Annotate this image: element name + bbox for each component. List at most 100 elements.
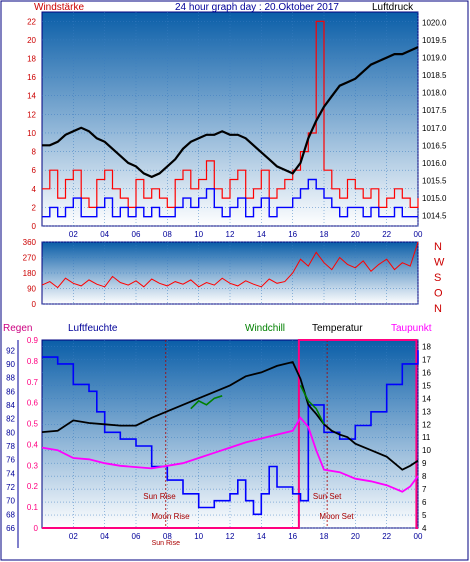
direction-y-tick: 270 xyxy=(23,254,37,263)
humidity-y-tick: 72 xyxy=(6,483,15,492)
direction-compass-label: S xyxy=(434,272,441,284)
sun-set-annotation: Sun Set xyxy=(313,492,342,501)
humidity-y-tick: 92 xyxy=(6,346,15,355)
temp-y-tick: 14 xyxy=(422,394,431,403)
wind-y-tick: 6 xyxy=(32,166,37,175)
pressure-y-tick: 1017.0 xyxy=(422,124,447,133)
wind-speed-label: Windstärke xyxy=(34,2,84,13)
temp-y-tick: 6 xyxy=(422,498,427,507)
wind-pressure-x-tick: 10 xyxy=(194,230,203,239)
temp-y-tick: 18 xyxy=(422,342,431,351)
temp-y-tick: 9 xyxy=(422,459,427,468)
humidity-y-tick: 68 xyxy=(6,510,15,519)
wind-y-tick: 2 xyxy=(32,203,37,212)
pressure-y-tick: 1016.5 xyxy=(422,141,447,150)
rain-y-tick: 0.2 xyxy=(27,482,39,491)
wind-pressure-x-tick: 14 xyxy=(257,230,266,239)
rain-y-tick: 0.6 xyxy=(27,399,39,408)
pressure-y-tick: 1015.5 xyxy=(422,176,447,185)
direction-y-tick: 0 xyxy=(32,300,37,309)
rain-y-tick: 0.7 xyxy=(27,378,39,387)
direction-y-tick: 90 xyxy=(27,285,36,294)
wind-avg-series xyxy=(42,178,418,218)
wind-y-tick: 20 xyxy=(27,36,36,45)
humidity-y-tick: 66 xyxy=(6,524,15,533)
temp-y-tick: 5 xyxy=(422,511,427,520)
pressure-series xyxy=(42,46,419,179)
wind-pressure-x-tick: 22 xyxy=(382,230,391,239)
temperature-x-tick: 00 xyxy=(414,532,423,541)
direction-compass-label: N xyxy=(434,303,442,315)
temp-y-tick: 13 xyxy=(422,407,431,416)
wind-y-tick: 0 xyxy=(32,222,37,231)
pressure-y-tick: 1016.0 xyxy=(422,159,447,168)
wind-y-tick: 16 xyxy=(27,73,36,82)
temp-y-tick: 10 xyxy=(422,446,431,455)
rain-y-tick: 0.4 xyxy=(27,440,39,449)
rain-label: Regen xyxy=(3,323,32,334)
windchill-series xyxy=(190,395,223,410)
dewpoint-label: Taupunkt xyxy=(391,323,432,334)
wind-pressure-x-tick: 04 xyxy=(100,230,109,239)
rain-y-tick: 0 xyxy=(34,524,39,533)
temperature-x-tick: 22 xyxy=(382,532,391,541)
moon-set-annotation: Moon Set xyxy=(319,512,354,521)
humidity-y-tick: 88 xyxy=(6,374,15,383)
temperature-x-tick: 02 xyxy=(69,532,78,541)
chart-title: 24 hour graph day : 20.Oktober 2017 xyxy=(175,2,339,13)
sun-rise-bottom-marker: Sun Rise xyxy=(152,540,181,547)
rain-y-tick: 0.5 xyxy=(27,420,39,429)
wind-pressure-x-tick: 12 xyxy=(226,230,235,239)
temperature-x-tick: 06 xyxy=(132,532,141,541)
temperature-x-tick: 12 xyxy=(226,532,235,541)
temperature-x-tick: 08 xyxy=(163,532,172,541)
temp-y-tick: 8 xyxy=(422,472,427,481)
wind-gust-series xyxy=(42,20,419,208)
temperature-x-tick: 14 xyxy=(257,532,266,541)
temperature-series xyxy=(41,360,419,471)
direction-compass-label: W xyxy=(434,257,445,269)
windchill-series-evening xyxy=(299,385,325,425)
chart-marks: 02 04 06 08 10 12 14 16 18 20 22 000246810121416182… xyxy=(6,12,447,548)
pressure-y-tick: 1017.5 xyxy=(422,106,447,115)
dewpoint-series xyxy=(41,416,419,493)
humidity-y-tick: 78 xyxy=(6,442,15,451)
rain-series xyxy=(42,339,418,529)
humidity-y-tick: 84 xyxy=(6,401,15,410)
wind-pressure-x-tick: 02 xyxy=(69,230,78,239)
wind-pressure-x-tick: 08 xyxy=(163,230,172,239)
wind-pressure-x-tick: 00 xyxy=(414,230,423,239)
humidity-y-tick: 80 xyxy=(6,428,15,437)
wind-y-tick: 18 xyxy=(27,55,36,64)
humidity-y-tick: 86 xyxy=(6,387,15,396)
temp-y-tick: 11 xyxy=(422,433,431,442)
temperature-x-tick: 16 xyxy=(288,532,297,541)
direction-compass-label: O xyxy=(434,288,443,300)
rain-y-tick: 0.8 xyxy=(27,357,39,366)
wind-y-tick: 14 xyxy=(27,92,36,101)
moon-rise-annotation: Moon Rise xyxy=(151,512,190,521)
wind-pressure-x-tick: 20 xyxy=(351,230,360,239)
wind-y-tick: 8 xyxy=(32,148,37,157)
humidity-y-tick: 90 xyxy=(6,360,15,369)
rain-y-tick: 0.9 xyxy=(27,336,39,345)
temp-y-tick: 17 xyxy=(422,355,431,364)
direction-compass-label: N xyxy=(434,241,442,253)
direction-y-tick: 180 xyxy=(23,269,37,278)
humidity-y-tick: 70 xyxy=(6,497,15,506)
pressure-y-tick: 1019.0 xyxy=(422,54,447,63)
wind-y-tick: 22 xyxy=(27,17,36,26)
temp-y-tick: 15 xyxy=(422,381,431,390)
wind-y-tick: 4 xyxy=(32,185,37,194)
pressure-y-tick: 1015.0 xyxy=(422,194,447,203)
sun-rise-annotation: Sun Rise xyxy=(143,492,176,501)
pressure-y-tick: 1019.5 xyxy=(422,36,447,45)
temperature-label: Temperatur xyxy=(312,323,363,334)
wind-pressure-x-tick: 18 xyxy=(320,230,329,239)
temp-y-tick: 4 xyxy=(422,524,427,533)
direction-y-tick: 360 xyxy=(23,238,37,247)
temp-y-tick: 7 xyxy=(422,485,427,494)
wind-y-tick: 10 xyxy=(27,129,36,138)
